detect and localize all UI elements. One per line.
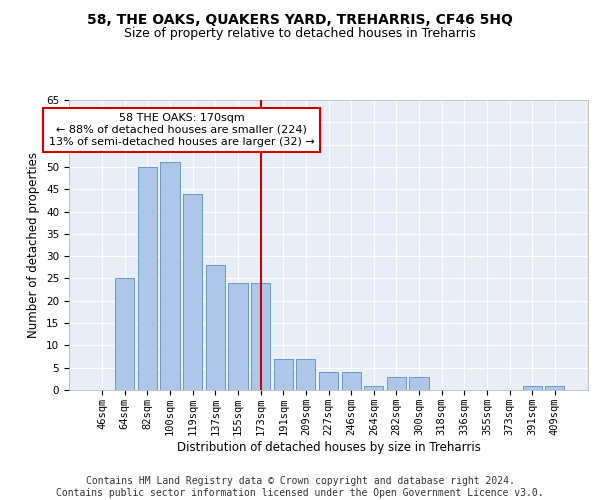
Bar <box>296 359 316 390</box>
Bar <box>409 376 428 390</box>
Bar <box>387 376 406 390</box>
Bar <box>183 194 202 390</box>
Y-axis label: Number of detached properties: Number of detached properties <box>28 152 40 338</box>
Bar <box>523 386 542 390</box>
Bar <box>251 283 270 390</box>
Bar <box>115 278 134 390</box>
Bar <box>341 372 361 390</box>
Text: 58 THE OAKS: 170sqm
← 88% of detached houses are smaller (224)
13% of semi-detac: 58 THE OAKS: 170sqm ← 88% of detached ho… <box>49 114 314 146</box>
Text: Size of property relative to detached houses in Treharris: Size of property relative to detached ho… <box>124 28 476 40</box>
Bar <box>545 386 565 390</box>
Bar <box>229 283 248 390</box>
Bar <box>274 359 293 390</box>
Bar <box>206 265 225 390</box>
X-axis label: Distribution of detached houses by size in Treharris: Distribution of detached houses by size … <box>176 440 481 454</box>
Bar <box>364 386 383 390</box>
Bar <box>160 162 180 390</box>
Text: 58, THE OAKS, QUAKERS YARD, TREHARRIS, CF46 5HQ: 58, THE OAKS, QUAKERS YARD, TREHARRIS, C… <box>87 12 513 26</box>
Text: Contains HM Land Registry data © Crown copyright and database right 2024.
Contai: Contains HM Land Registry data © Crown c… <box>56 476 544 498</box>
Bar <box>319 372 338 390</box>
Bar <box>138 167 157 390</box>
